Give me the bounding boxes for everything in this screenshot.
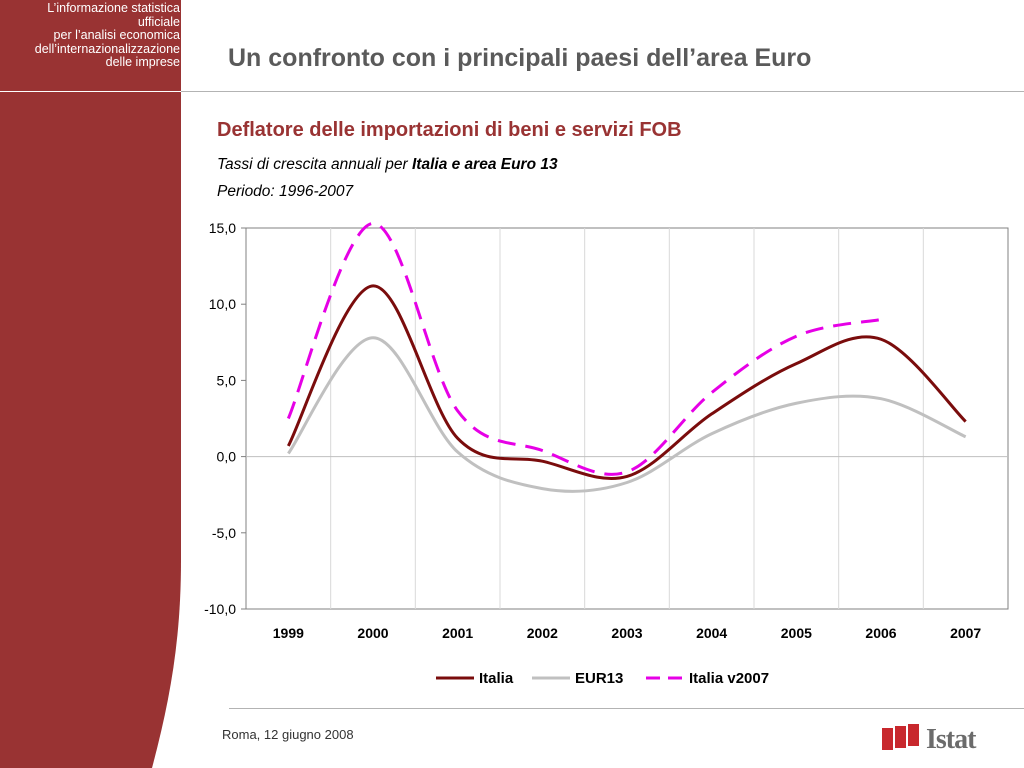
- x-tick-label: 2001: [442, 625, 473, 641]
- y-tick-label: 10,0: [209, 296, 236, 312]
- x-tick-label: 2005: [781, 625, 812, 641]
- chart-period: Periodo: 1996-2007: [217, 183, 354, 200]
- y-tick-label: 5,0: [217, 372, 237, 388]
- sidebar-line: ufficiale: [137, 14, 180, 29]
- chart-subtitle: Tassi di crescita annuali per Italia e a…: [217, 156, 558, 174]
- y-tick-label: -10,0: [204, 601, 236, 617]
- sidebar-line: delle imprese: [105, 55, 180, 69]
- line-chart: 15,0 10,0 5,0 0,0 -5,0 -10,0 1999 2000 2001 2002 2…: [204, 222, 1009, 687]
- legend-label: EUR13: [575, 670, 623, 687]
- series-line-eur13: [287, 336, 967, 493]
- legend-label: Italia v2007: [689, 670, 769, 687]
- sidebar-divider: [0, 91, 181, 92]
- series-line-italia-v2007: [286, 222, 882, 476]
- sidebar-line: L’informazione statistica: [47, 1, 180, 15]
- plot-area: [245, 227, 1009, 610]
- x-tick-label: 2006: [865, 625, 896, 641]
- y-tick-label: 0,0: [217, 449, 237, 465]
- page-title: Un confronto con i principali paesi dell…: [228, 44, 812, 72]
- x-tick-label: 1999: [273, 625, 304, 641]
- chart-subtitle-bold: Italia e area Euro 13: [412, 156, 558, 173]
- y-tick-label: 15,0: [209, 222, 236, 236]
- y-tick-label: -5,0: [212, 525, 236, 541]
- x-tick-label: 2000: [357, 625, 388, 641]
- logo-mark-left: [882, 728, 893, 750]
- sidebar-panel: [0, 0, 181, 768]
- sidebar-line: per l’analisi economica: [53, 28, 180, 42]
- chart-title: Deflatore delle importazioni di beni e s…: [217, 119, 682, 141]
- sidebar-caption: L’informazione statistica ufficiale per …: [0, 1, 180, 70]
- footer-date: Roma, 12 giugno 2008: [222, 727, 354, 742]
- x-tick-label: 2007: [950, 625, 981, 641]
- series-line-italia: [287, 284, 967, 480]
- x-tick-label: 2004: [696, 625, 727, 641]
- x-tick-label: 2003: [611, 625, 642, 641]
- logo-mark-middle: [895, 726, 906, 748]
- legend-label: Italia: [479, 670, 514, 687]
- logo-mark-right: [908, 724, 919, 746]
- logo-text: Istat: [926, 724, 976, 755]
- x-tick-label: 2002: [527, 625, 558, 641]
- istat-logo: Istat: [880, 722, 980, 756]
- header-divider: [181, 91, 1024, 92]
- footer-divider: [229, 708, 1024, 709]
- sidebar-line: dell’internazionalizzazione: [34, 41, 180, 56]
- chart-subtitle-prefix: Tassi di crescita annuali per: [217, 156, 412, 173]
